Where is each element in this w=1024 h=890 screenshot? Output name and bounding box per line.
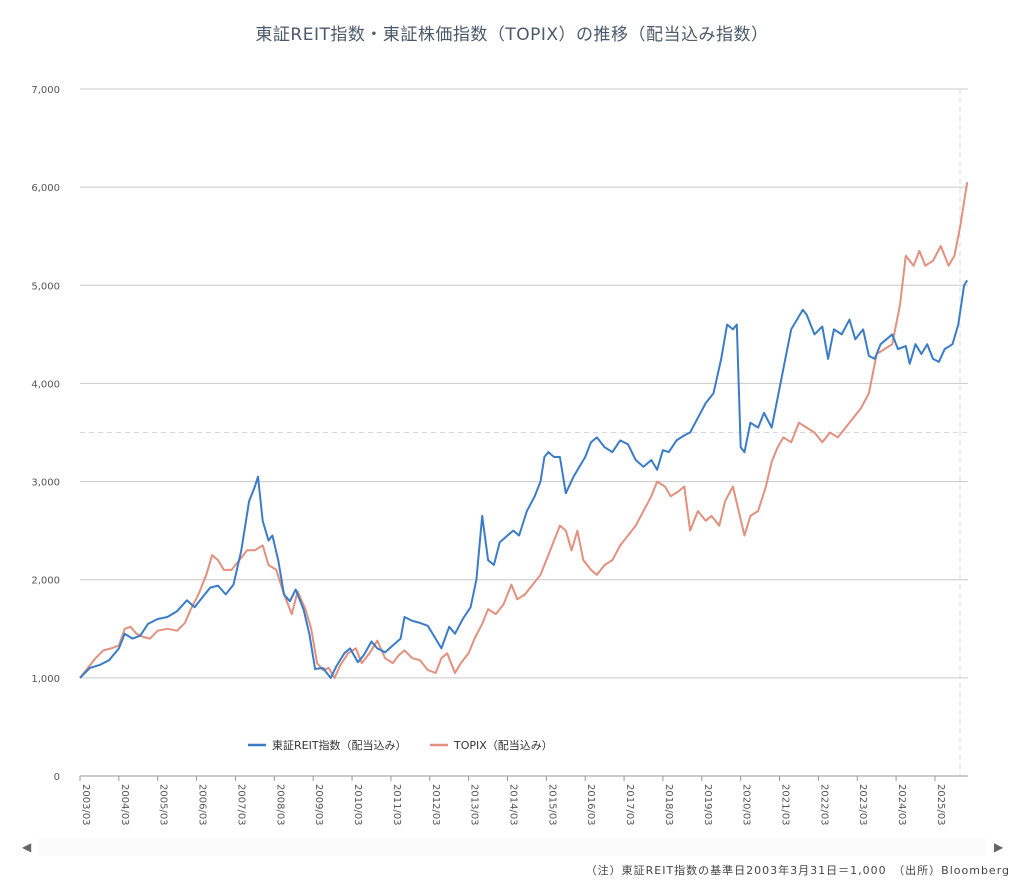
- scroll-right-icon[interactable]: ▶: [994, 840, 1004, 854]
- x-tick-label: 2020/03: [741, 784, 752, 826]
- x-tick-label: 2024/03: [896, 784, 907, 826]
- x-tick-label: 2025/03: [935, 784, 946, 826]
- scroll-left-icon[interactable]: ◀: [22, 840, 32, 854]
- horizontal-scrollbar[interactable]: [38, 838, 986, 856]
- source-note: （注）東証REIT指数の基準日2003年3月31日＝1,000 （出所）Bloo…: [585, 864, 1010, 877]
- y-tick-label: 6,000: [31, 183, 60, 194]
- y-tick-label: 5,000: [31, 281, 60, 292]
- x-tick-label: 2010/03: [352, 784, 363, 826]
- series-line-reit: [79, 279, 969, 679]
- x-tick-label: 2023/03: [857, 784, 868, 826]
- x-tick-label: 2014/03: [507, 784, 518, 826]
- x-tick-label: 2004/03: [119, 784, 130, 826]
- y-tick-label: 1,000: [31, 674, 60, 685]
- legend-label-reit[interactable]: 東証REIT指数（配当込み）: [272, 738, 407, 752]
- x-tick-label: 2013/03: [469, 784, 480, 826]
- x-tick-label: 2005/03: [158, 784, 169, 826]
- x-tick-label: 2017/03: [624, 784, 635, 826]
- x-tick-label: 2003/03: [80, 784, 91, 826]
- x-tick-label: 2008/03: [274, 784, 285, 826]
- x-tick-label: 2015/03: [546, 784, 557, 826]
- x-tick-label: 2019/03: [702, 784, 713, 826]
- y-tick-label: 2,000: [31, 576, 60, 587]
- y-tick-label: 7,000: [31, 85, 60, 96]
- x-tick-label: 2022/03: [818, 784, 829, 826]
- x-tick-label: 2016/03: [585, 784, 596, 826]
- y-tick-label: 4,000: [31, 379, 60, 390]
- x-tick-label: 2012/03: [430, 784, 441, 826]
- x-tick-label: 2018/03: [663, 784, 674, 826]
- x-tick-label: 2011/03: [391, 784, 402, 826]
- chart-title: 東証REIT指数・東証株価指数（TOPIX）の推移（配当込み指数）: [255, 25, 769, 45]
- x-tick-label: 2009/03: [313, 784, 324, 826]
- series-line-topix: [79, 182, 969, 679]
- legend-label-topix[interactable]: TOPIX（配当込み）: [453, 738, 553, 752]
- x-tick-label: 2021/03: [780, 784, 791, 826]
- y-tick-label: 3,000: [31, 478, 60, 489]
- y-tick-label: 0: [54, 772, 60, 783]
- x-tick-label: 2007/03: [235, 784, 246, 826]
- x-tick-label: 2006/03: [197, 784, 208, 826]
